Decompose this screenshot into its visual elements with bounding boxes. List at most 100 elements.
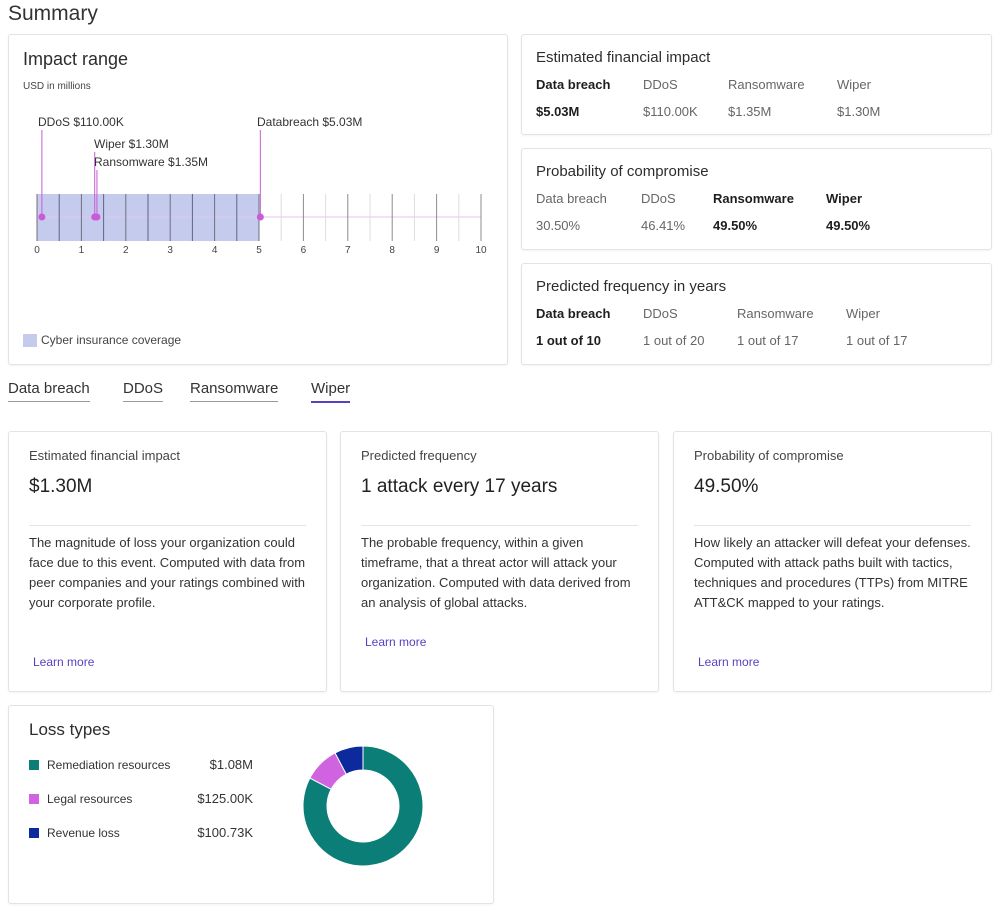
financial-column-value: $1.30M [837,104,881,119]
metric-divider [361,525,638,526]
metric-card-probability: Probability of compromise 49.50% How lik… [673,431,992,692]
frequency-column-value: 1 out of 20 [643,333,705,348]
probability-column: Data breach 30.50% [536,191,607,233]
financial-column: Wiper $1.30M [837,77,880,119]
financial-column-value: $110.00K [643,104,698,119]
tab-data-breach[interactable]: Data breach [8,380,90,402]
frequency-column-value: 1 out of 17 [846,333,908,348]
marker-dot [256,213,264,221]
metric-label: Predicted frequency [361,448,477,463]
marker-label: Ransomware $1.35M [94,155,208,169]
financial-column-label: Ransomware [728,77,805,92]
impact-range-chart: 0 1 2 3 4 5 6 7 8 9 10 DDoS $110.00K Wiper $1.30M Ran… [34,115,487,256]
loss-row-remediation: Remediation resources $1.08M [29,757,253,774]
loss-types-donut [302,745,424,867]
financial-column-value: $1.35M [728,104,772,119]
probability-column: Wiper 49.50% [826,191,870,233]
frequency-column-value: 1 out of 10 [536,333,602,348]
frequency-column-label: DDoS [643,306,678,321]
loss-name: Revenue loss [47,826,120,840]
page-title: Summary [8,2,98,25]
marker-dot [38,213,46,221]
probability-title: Probability of compromise [536,163,709,180]
impact-range-card: Impact range USD in millions 0 1 2 3 4 5 6 7 8 9 1… [8,34,508,365]
probability-column-value: 46.41% [641,218,686,233]
donut-slice [302,745,424,867]
financial-impact-title: Estimated financial impact [536,49,711,66]
probability-column-label: Wiper [826,191,862,206]
loss-value: $100.73K [197,825,253,840]
probability-column-label: Data breach [536,191,607,206]
loss-swatch [29,828,39,838]
loss-row-revenue: Revenue loss $100.73K [29,825,253,842]
tab-ddos[interactable]: DDoS [123,380,164,402]
loss-types-title: Loss types [29,720,111,739]
tick-label: 8 [389,245,395,256]
loss-swatch [29,794,39,804]
metric-description: The magnitude of loss your organization … [29,535,306,610]
probability-card: Probability of compromise Data breach 30.… [521,148,992,250]
metric-card-financial: Estimated financial impact $1.30M The ma… [8,431,327,692]
tick-label: 0 [34,245,40,256]
marker-label: DDoS $110.00K [38,115,124,129]
financial-column: Ransomware $1.35M [728,77,805,119]
coverage-legend: Cyber insurance coverage [23,333,181,347]
tab-wiper[interactable]: Wiper [311,380,351,403]
probability-column: Ransomware 49.50% [713,191,794,233]
tick-label: 10 [475,245,487,256]
learn-more-link[interactable]: Learn more [365,635,427,649]
frequency-column: DDoS 1 out of 20 [643,306,704,348]
financial-column-label: Wiper [837,77,871,92]
frequency-column: Ransomware 1 out of 17 [737,306,814,348]
metric-value: 1 attack every 17 years [361,476,558,497]
frequency-card: Predicted frequency in years Data breach… [521,263,992,365]
coverage-legend-label: Cyber insurance coverage [41,333,182,347]
metric-value: $1.30M [29,476,93,497]
donut-slice [334,745,364,775]
frequency-column-label: Ransomware [737,306,814,321]
impact-range-title: Impact range [23,49,129,69]
probability-column-label: DDoS [641,191,676,206]
metric-card-frequency: Predicted frequency 1 attack every 17 ye… [340,431,659,692]
metric-divider [694,525,971,526]
metric-description: The probable frequency, within a given t… [361,535,631,610]
learn-more-link[interactable]: Learn more [33,655,95,669]
financial-impact-card: Estimated financial impact Data breach $5… [521,34,992,135]
impact-range-units: USD in millions [23,81,91,92]
loss-value: $125.00K [197,791,253,806]
financial-column-label: DDoS [643,77,678,92]
metric-label: Estimated financial impact [29,448,181,463]
loss-name: Remediation resources [47,758,171,772]
probability-column: DDoS 46.41% [641,191,685,233]
marker-label: Databreach $5.03M [257,115,362,129]
tick-label: 3 [167,245,173,256]
tick-label: 9 [434,245,440,256]
probability-column-label: Ransomware [713,191,794,206]
tab-ransomware[interactable]: Ransomware [190,380,279,402]
financial-column: DDoS $110.00K [643,77,698,119]
loss-types-card: Loss types Remediation resources $1.08M … [8,705,494,904]
financial-column: Data breach $5.03M [536,77,610,119]
tick-label: 6 [301,245,307,256]
tick-label: 4 [212,245,218,256]
frequency-title: Predicted frequency in years [536,278,727,295]
tick-label: 2 [123,245,129,256]
frequency-column: Wiper 1 out of 17 [846,306,907,348]
coverage-legend-swatch [23,333,37,347]
probability-column-value: 49.50% [826,218,871,233]
metric-label: Probability of compromise [694,448,844,463]
frequency-column-label: Wiper [846,306,880,321]
loss-swatch [29,760,39,770]
frequency-column-label: Data breach [536,306,611,321]
loss-value: $1.08M [209,757,253,772]
financial-column-label: Data breach [536,77,611,92]
metric-description: How likely an attacker will defeat your … [694,535,971,610]
loss-row-legal: Legal resources $125.00K [29,791,253,808]
tick-label: 1 [79,245,85,256]
metric-value: 49.50% [694,476,759,497]
tick-label: 7 [345,245,351,256]
learn-more-link[interactable]: Learn more [698,655,760,669]
financial-column-value: $5.03M [536,104,580,119]
tick-label: 5 [256,245,262,256]
marker-dot [93,213,101,221]
